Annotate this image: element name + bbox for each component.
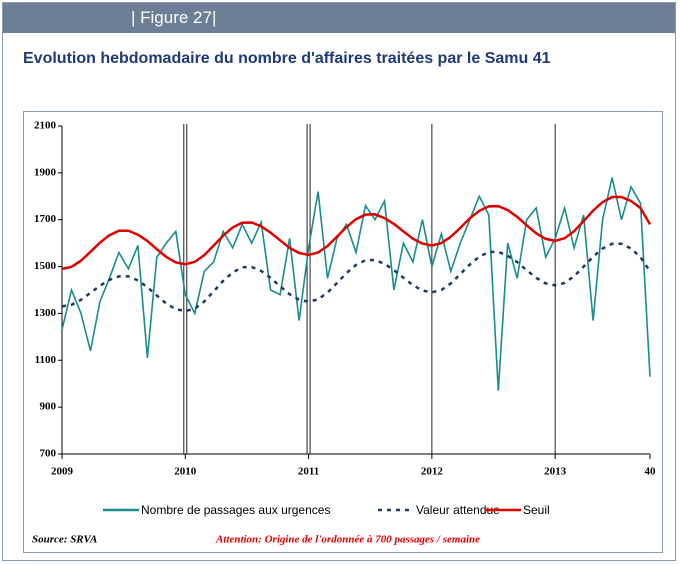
x-tick-label: 2009 bbox=[51, 466, 74, 478]
x-tick-label: 2012 bbox=[421, 466, 444, 478]
y-tick-label: 1900 bbox=[34, 166, 57, 178]
chart-title: Evolution hebdomadaire du nombre d'affai… bbox=[23, 50, 551, 67]
legend-label: Valeur attendue bbox=[416, 503, 500, 517]
y-tick-label: 900 bbox=[40, 401, 57, 413]
y-tick-label: 1100 bbox=[35, 354, 57, 366]
series-line bbox=[61, 242, 652, 313]
legend-label: Nombre de passages aux urgences bbox=[141, 503, 330, 517]
x-tick-label: 2011 bbox=[298, 466, 319, 478]
y-tick-label: 2100 bbox=[34, 120, 57, 132]
y-tick-label: 1700 bbox=[34, 213, 57, 225]
y-tick-label: 700 bbox=[40, 448, 57, 460]
y-tick-label: 1500 bbox=[34, 260, 57, 272]
legend-label: Seuil bbox=[523, 503, 550, 517]
x-tick-label: 40 bbox=[645, 466, 657, 478]
chart-box bbox=[23, 111, 663, 553]
x-tick-label: 2013 bbox=[544, 466, 567, 478]
note: Attention: Origine de l'ordonnée à 700 p… bbox=[215, 534, 480, 546]
source: Source: SRVA bbox=[32, 534, 97, 546]
figure-header: | Figure 27| bbox=[3, 3, 675, 33]
series-line bbox=[61, 195, 652, 271]
x-tick-label: 2010 bbox=[174, 466, 197, 478]
y-tick-label: 1300 bbox=[34, 307, 57, 319]
